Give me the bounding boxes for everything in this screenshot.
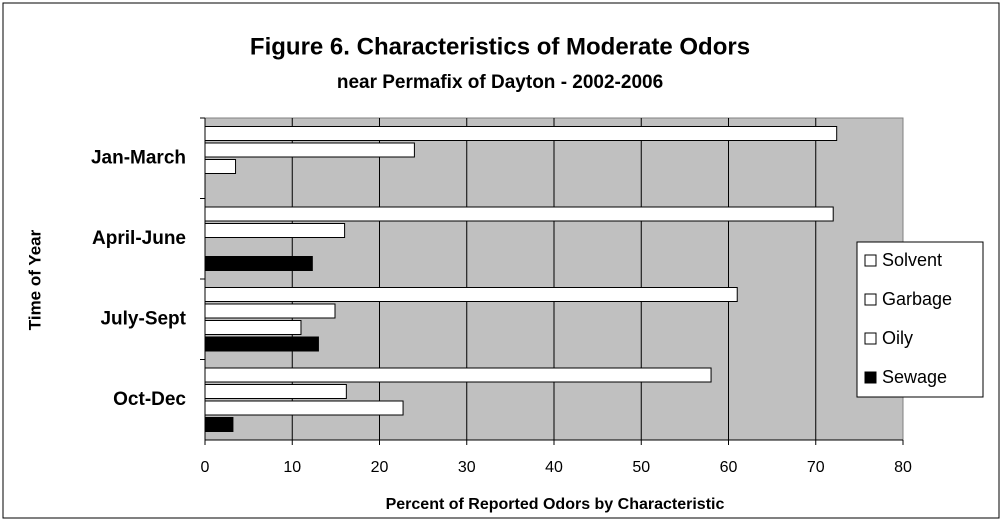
bar xyxy=(204,223,346,238)
x-tick-label: 60 xyxy=(720,459,738,476)
y-axis-label: Time of Year xyxy=(25,229,44,330)
bar xyxy=(204,206,834,222)
legend-swatch xyxy=(864,293,877,306)
legend-label: Solvent xyxy=(882,250,942,270)
bar xyxy=(204,384,347,399)
x-tick-label: 20 xyxy=(371,459,389,476)
legend-label: Sewage xyxy=(882,367,947,387)
bar xyxy=(204,303,336,319)
x-tick-label: 40 xyxy=(545,459,563,476)
chart-title: Figure 6. Characteristics of Moderate Od… xyxy=(250,33,750,60)
bar xyxy=(204,159,237,174)
bar xyxy=(204,417,234,432)
bar xyxy=(204,400,404,416)
y-tick-label: Oct-Dec xyxy=(113,389,186,410)
bar xyxy=(204,142,415,158)
x-tick-label: 70 xyxy=(807,459,825,476)
legend-label: Garbage xyxy=(882,289,952,309)
y-tick-label: July-Sept xyxy=(100,308,186,329)
x-axis-label: Percent of Reported Odors by Characteris… xyxy=(386,496,725,513)
x-tick-label: 50 xyxy=(632,459,650,476)
x-tick-label: 0 xyxy=(201,459,210,476)
x-tick-label: 80 xyxy=(894,459,912,476)
bar xyxy=(204,256,313,271)
legend-swatch xyxy=(864,254,877,267)
x-tick-label: 10 xyxy=(283,459,301,476)
legend-label: Oily xyxy=(882,328,913,348)
legend xyxy=(856,241,984,398)
bar xyxy=(204,320,302,335)
bar xyxy=(204,367,712,383)
legend-swatch xyxy=(864,332,877,345)
legend-swatch xyxy=(864,371,877,384)
chart-subtitle: near Permafix of Dayton - 2002-2006 xyxy=(337,72,663,93)
y-tick-label: Jan-March xyxy=(91,147,186,168)
bar xyxy=(204,287,738,302)
y-tick-label: April-June xyxy=(92,228,186,249)
x-tick-label: 30 xyxy=(458,459,476,476)
bar xyxy=(204,336,319,352)
bar xyxy=(204,126,838,141)
